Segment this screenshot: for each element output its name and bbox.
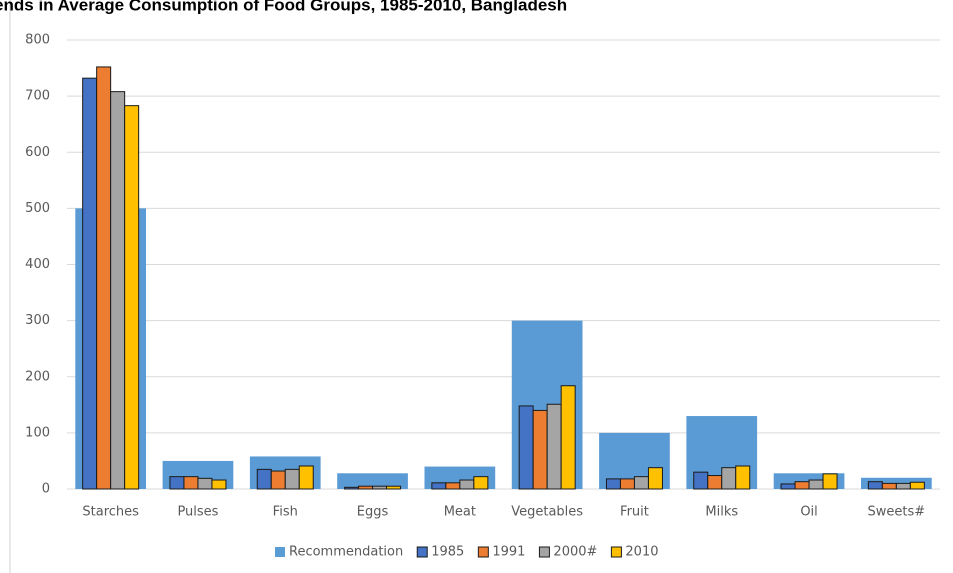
x-tick-label: Starches (82, 505, 139, 520)
bar (808, 479, 824, 490)
legend-label: 1985 (431, 545, 464, 560)
bar (337, 473, 408, 489)
legend-swatch (275, 547, 285, 557)
bar (909, 481, 925, 490)
x-tick-label: Pulses (177, 505, 218, 520)
y-tick-label: 600 (25, 145, 50, 160)
legend-swatch (416, 546, 428, 558)
legend-label: Recommendation (289, 545, 403, 560)
bar (211, 479, 227, 490)
y-tick-label: 500 (25, 201, 50, 216)
bar (197, 477, 213, 490)
bar (619, 478, 635, 490)
x-tick-label: Vegetables (511, 505, 583, 520)
bar (169, 476, 185, 490)
x-tick-label: Sweets# (868, 505, 926, 520)
bar (284, 468, 300, 490)
bar (358, 485, 374, 490)
bar (794, 481, 810, 490)
bar (546, 403, 562, 490)
legend-swatch (610, 546, 622, 558)
y-tick-label: 700 (25, 89, 50, 104)
bar (605, 478, 621, 490)
bar (183, 476, 199, 490)
legend-label: 2010 (625, 545, 658, 560)
bar (895, 482, 911, 490)
x-tick-label: Oil (800, 505, 817, 520)
bar (96, 66, 112, 490)
bar (256, 468, 272, 490)
bar (110, 91, 126, 490)
bar (386, 485, 402, 490)
legend-swatch (538, 546, 550, 558)
bar (633, 476, 649, 490)
bar (344, 486, 360, 490)
bar (881, 482, 897, 490)
chart-title: Trends in Average Consumption of Food Gr… (0, 0, 567, 14)
bar (560, 385, 576, 490)
bar (82, 77, 98, 490)
bar (445, 482, 461, 490)
bar (707, 475, 723, 490)
bar (532, 409, 548, 490)
x-tick-label: Eggs (357, 505, 389, 520)
bar (270, 470, 286, 490)
legend-label: 1991 (492, 545, 525, 560)
x-tick-label: Fish (273, 505, 298, 520)
y-tick-label: 400 (25, 257, 50, 272)
bar (647, 467, 663, 490)
y-tick-label: 100 (25, 425, 50, 440)
bar (372, 485, 388, 490)
bar (721, 467, 737, 490)
x-tick-label: Meat (444, 505, 476, 520)
bar (459, 479, 475, 490)
bar (473, 476, 489, 490)
bar (124, 105, 140, 490)
bar (298, 465, 314, 490)
bar (518, 405, 534, 490)
bar (822, 473, 838, 490)
legend-label: 2000# (553, 545, 597, 560)
x-tick-label: Milks (705, 505, 738, 520)
y-tick-label: 800 (25, 33, 50, 48)
y-tick-label: 0 (42, 482, 50, 497)
bar (735, 465, 751, 490)
bar (693, 471, 709, 490)
x-tick-label: Fruit (620, 505, 649, 520)
bar (780, 483, 796, 490)
bar (431, 482, 447, 490)
bar (867, 481, 883, 490)
legend-swatch (477, 546, 489, 558)
y-tick-label: 200 (25, 369, 50, 384)
y-tick-label: 300 (25, 313, 50, 328)
